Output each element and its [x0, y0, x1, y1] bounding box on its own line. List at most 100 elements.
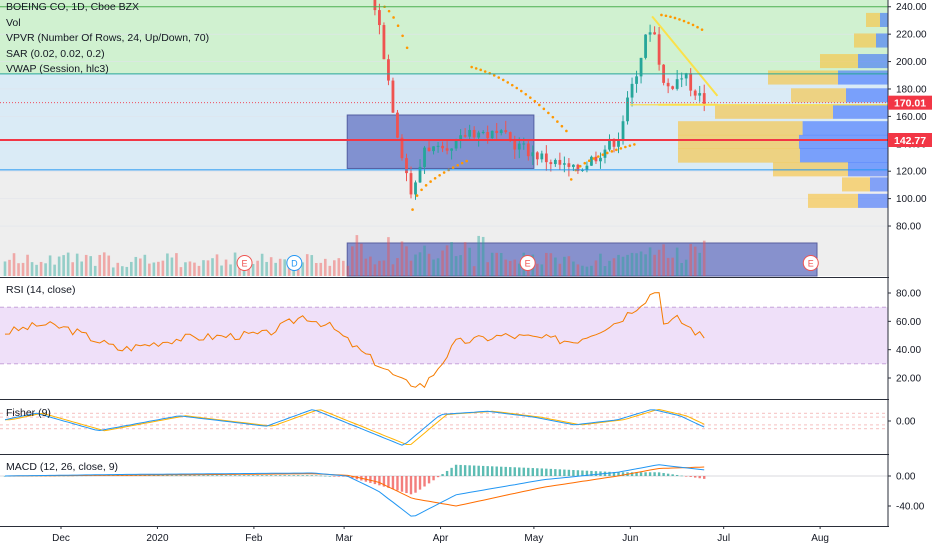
- candle-body: [423, 147, 426, 167]
- sar-dot: [669, 15, 672, 19]
- candle-body: [680, 78, 684, 80]
- macd-histogram-bar: [414, 476, 417, 493]
- volume-bar: [360, 243, 363, 276]
- sar-dot: [533, 99, 537, 103]
- earnings-marker[interactable]: E: [802, 255, 819, 271]
- volume-bar: [107, 255, 111, 276]
- macd-histogram-bar: [387, 476, 390, 488]
- earnings-marker[interactable]: E: [519, 255, 536, 271]
- macd-histogram-bar: [283, 475, 286, 476]
- macd-histogram-bar: [193, 475, 196, 476]
- sar-dot: [411, 208, 414, 211]
- macd-histogram-bar: [265, 475, 268, 476]
- macd-histogram-bar: [409, 476, 413, 495]
- fisher-label[interactable]: Fisher (9): [6, 407, 51, 419]
- candle-body: [468, 129, 472, 137]
- consolidation-box: [346, 114, 535, 169]
- macd-histogram-bar: [315, 475, 318, 476]
- rsi-tick-label: 40.00: [896, 345, 921, 356]
- macd-histogram-bar: [143, 475, 147, 476]
- macd-histogram-bar: [324, 475, 327, 477]
- line-price-text: 142.77: [894, 135, 926, 147]
- macd-histogram-bar: [382, 476, 386, 487]
- earnings-marker[interactable]: D: [286, 255, 303, 271]
- volume-bar: [594, 260, 598, 276]
- candle-body: [418, 166, 422, 183]
- volume-bar: [418, 252, 422, 276]
- candle-body: [499, 130, 503, 134]
- fisher-tick-label: 0.00: [896, 417, 916, 428]
- volume-bar: [170, 257, 174, 276]
- volume-bar: [450, 242, 453, 276]
- volume-bar: [639, 251, 643, 276]
- macd-histogram-bar: [233, 475, 237, 476]
- event-marker-circle: [286, 255, 303, 271]
- macd-histogram-bar: [509, 467, 512, 476]
- volume-bar: [675, 247, 679, 276]
- sar-dot: [456, 163, 459, 167]
- macd-histogram-bar: [175, 475, 178, 476]
- sar-dot: [596, 155, 600, 158]
- macd-histogram-bar: [247, 475, 250, 476]
- volume-bar: [84, 254, 88, 276]
- time-tick-label: Jul: [717, 533, 730, 544]
- sar-dot: [587, 159, 591, 163]
- macd-histogram-bar: [211, 475, 214, 476]
- sar-dot: [615, 148, 618, 152]
- macd-histogram-bar: [612, 472, 616, 476]
- macd-histogram-bar: [666, 473, 670, 476]
- rsi-label[interactable]: RSI (14, close): [6, 284, 76, 296]
- volume-bar: [139, 258, 142, 276]
- price-tick-label: 160.00: [896, 112, 927, 123]
- volume-bar: [229, 264, 232, 276]
- rsi-tick-label: 20.00: [896, 374, 921, 385]
- sar-dot: [474, 67, 478, 70]
- volume-bar: [373, 264, 377, 276]
- macd-histogram-bar: [635, 472, 638, 476]
- symbol-title[interactable]: BOEING CO, 1D, Cboe BZX: [6, 1, 140, 13]
- volume-bar: [197, 265, 201, 276]
- volume-bar: [71, 262, 74, 276]
- volume-bar: [508, 261, 512, 276]
- volume-bar: [310, 255, 314, 276]
- volume-bar: [111, 267, 115, 276]
- macd-histogram-bar: [306, 475, 309, 476]
- candle-body: [698, 93, 702, 96]
- macd-histogram-bar: [486, 466, 489, 476]
- candle-body: [450, 148, 453, 151]
- volume-bar: [125, 266, 129, 276]
- macd-histogram-bar: [472, 465, 476, 476]
- sar-dot: [547, 111, 550, 115]
- sar-dot: [470, 65, 473, 69]
- volume-bar: [351, 246, 354, 276]
- macd-histogram-bar: [400, 476, 404, 492]
- indicator-vpvr[interactable]: VPVR (Number Of Rows, 24, Up/Down, 70): [6, 32, 210, 44]
- candle-body: [436, 145, 440, 147]
- indicator-sar[interactable]: SAR (0.02, 0.02, 0.2): [6, 47, 105, 60]
- vpvr-down-bar: [833, 104, 888, 119]
- vpvr-down-bar: [876, 33, 888, 48]
- sar-dot: [556, 120, 559, 123]
- volume-bar: [653, 254, 656, 276]
- volume-bar: [333, 260, 336, 276]
- macd-histogram-bar: [621, 472, 625, 476]
- macd-histogram-bar: [224, 475, 228, 476]
- volume-bar: [432, 259, 435, 276]
- macd-label[interactable]: MACD (12, 26, close, 9): [6, 461, 119, 473]
- earnings-marker[interactable]: E: [236, 255, 253, 271]
- volume-bar: [603, 266, 607, 276]
- candle-body: [608, 138, 611, 150]
- macd-histogram-bar: [418, 476, 422, 490]
- candle-body: [648, 32, 652, 35]
- volume-bar: [558, 263, 562, 276]
- volume-bar: [319, 262, 323, 276]
- sar-dot: [628, 144, 632, 147]
- price-tick-label: 180.00: [896, 84, 927, 95]
- volume-bar: [369, 256, 372, 276]
- indicator-vol[interactable]: Vol: [6, 16, 21, 29]
- candle-body: [535, 152, 539, 160]
- indicator-vwap[interactable]: VWAP (Session, hlc3): [6, 63, 109, 75]
- macd-histogram-bar: [540, 468, 544, 476]
- volume-bar: [572, 261, 575, 276]
